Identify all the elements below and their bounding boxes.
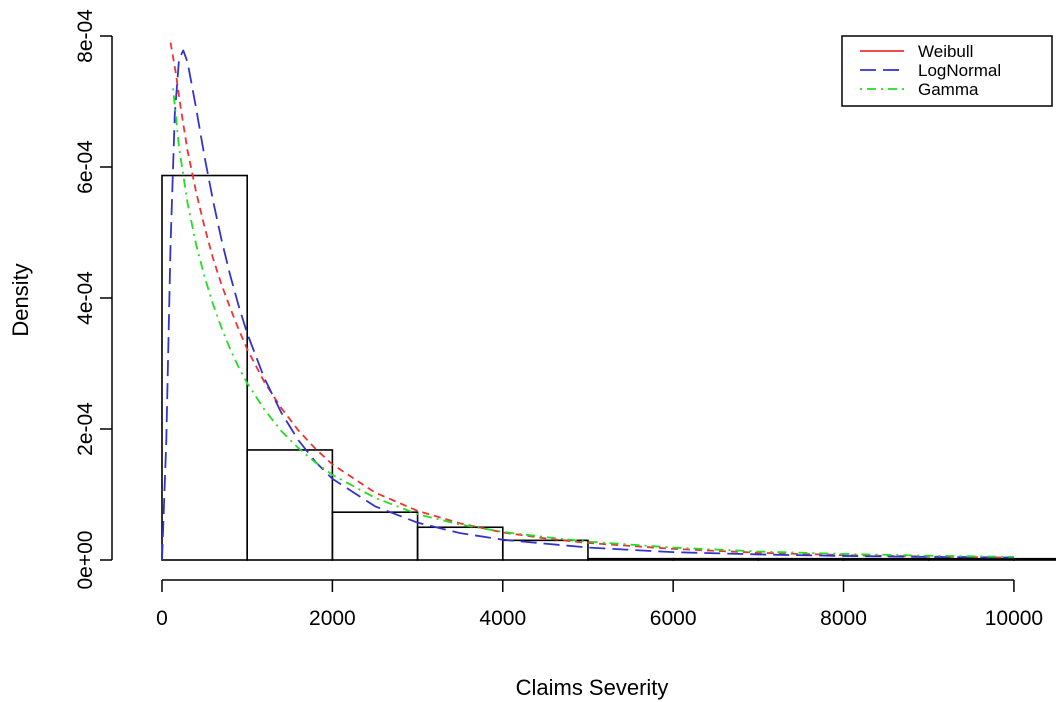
histogram-bar-11 bbox=[1013, 557, 1056, 561]
x-axis: 0 2000 4000 6000 8000 10000 bbox=[156, 579, 1043, 630]
histogram-bar-7 bbox=[672, 557, 760, 561]
curve-gamma bbox=[172, 88, 1014, 558]
y-axis: 0e+00 2e-04 4e-04 6e-04 8e-04 bbox=[74, 9, 113, 590]
y-tick-label-2: 4e-04 bbox=[74, 271, 97, 325]
y-tick-label-4: 8e-04 bbox=[74, 9, 97, 63]
x-tick-label-0: 0 bbox=[156, 607, 168, 630]
histogram-bar-1 bbox=[161, 174, 248, 561]
curve-lognormal bbox=[161, 49, 1014, 561]
x-axis-title: Claims Severity bbox=[516, 675, 669, 700]
y-axis-title: Density bbox=[8, 263, 33, 336]
histogram-bar-8 bbox=[757, 557, 845, 561]
legend-label-lognormal: LogNormal bbox=[918, 61, 1001, 80]
histogram-bar-5 bbox=[501, 539, 589, 561]
histogram-bar-2 bbox=[246, 449, 334, 561]
legend-label-gamma: Gamma bbox=[918, 80, 979, 99]
y-tick-label-1: 2e-04 bbox=[74, 402, 97, 456]
x-tick-label-2000: 2000 bbox=[309, 607, 356, 630]
x-tick-label-4000: 4000 bbox=[479, 607, 526, 630]
y-tick-label-3: 6e-04 bbox=[74, 140, 97, 194]
y-tick-label-0: 0e+00 bbox=[74, 531, 97, 590]
x-tick-label-10000: 10000 bbox=[985, 607, 1043, 630]
x-tick-label-8000: 8000 bbox=[820, 607, 867, 630]
curve-weibull bbox=[169, 42, 1014, 559]
histogram-bar-9 bbox=[842, 557, 930, 561]
histogram-bars bbox=[161, 174, 1056, 561]
histogram-bar-10 bbox=[927, 557, 1015, 561]
legend-box bbox=[841, 35, 1053, 107]
legend-label-weibull: Weibull bbox=[918, 42, 973, 61]
x-tick-label-6000: 6000 bbox=[650, 607, 697, 630]
density-curves bbox=[161, 42, 1014, 561]
histogram-bar-6 bbox=[587, 557, 674, 561]
